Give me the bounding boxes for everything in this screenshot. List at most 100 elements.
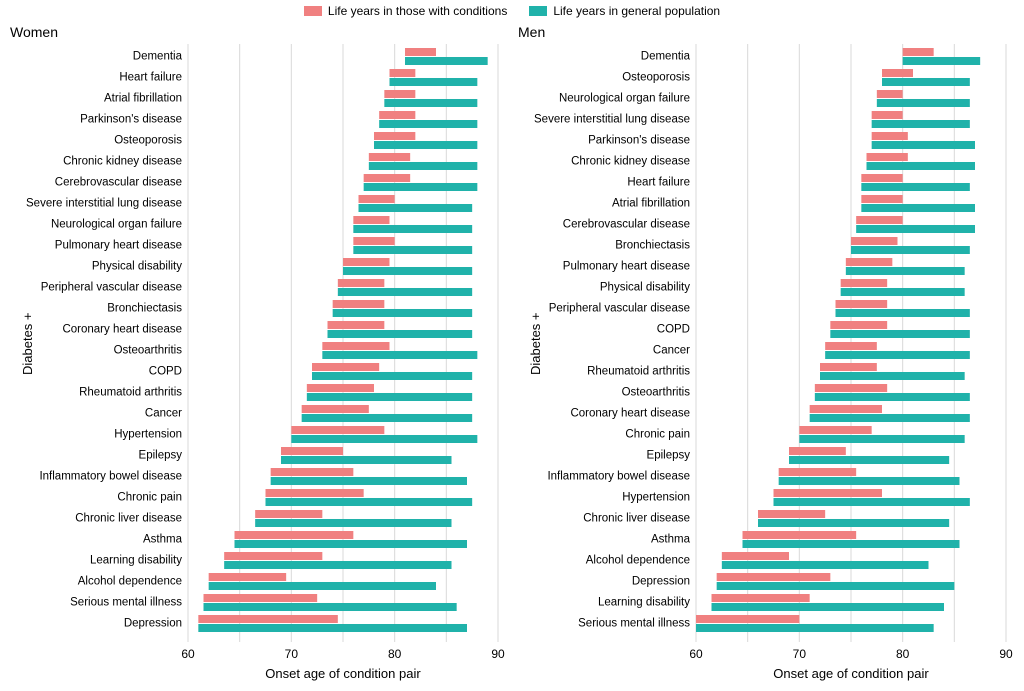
bar-condition bbox=[271, 468, 354, 476]
category-label: Cerebrovascular disease bbox=[563, 219, 690, 231]
category-label: Coronary heart disease bbox=[570, 408, 690, 420]
category-label: Bronchiectasis bbox=[615, 240, 690, 252]
category-label: Serious mental illness bbox=[70, 597, 182, 609]
legend-swatch-condition bbox=[304, 6, 322, 16]
category-label: Serious mental illness bbox=[578, 618, 690, 630]
panels-container: WomenDiabetes +60708090Onset age of cond… bbox=[10, 24, 1016, 684]
bar-condition bbox=[302, 405, 369, 413]
bar-general bbox=[374, 141, 477, 149]
panel-title: Women bbox=[10, 24, 58, 40]
category-label: Parkinson's disease bbox=[588, 135, 690, 147]
bar-general bbox=[825, 351, 970, 359]
bar-condition bbox=[255, 510, 322, 518]
bar-condition bbox=[856, 216, 903, 224]
bar-general bbox=[307, 393, 472, 401]
category-label: Chronic liver disease bbox=[75, 513, 182, 525]
bar-condition bbox=[307, 384, 374, 392]
category-label: Physical disability bbox=[600, 282, 690, 294]
category-label: Pulmonary heart disease bbox=[55, 240, 182, 252]
category-label: Dementia bbox=[641, 51, 691, 63]
bar-condition bbox=[369, 153, 410, 161]
bar-general bbox=[353, 225, 472, 233]
bar-condition bbox=[877, 90, 903, 98]
bar-general bbox=[722, 561, 929, 569]
bar-general bbox=[271, 477, 467, 485]
bar-general bbox=[384, 99, 477, 107]
bar-condition bbox=[903, 48, 934, 56]
bar-condition bbox=[198, 615, 337, 623]
category-label: Cancer bbox=[653, 345, 690, 357]
bar-general bbox=[851, 246, 970, 254]
bar-general bbox=[364, 183, 478, 191]
panel-men: MenDiabetes +60708090Onset age of condit… bbox=[518, 24, 1016, 684]
bar-general bbox=[224, 561, 451, 569]
bar-condition bbox=[266, 489, 364, 497]
bar-general bbox=[281, 456, 452, 464]
bar-condition bbox=[281, 447, 343, 455]
bar-general bbox=[322, 351, 477, 359]
bar-condition bbox=[209, 573, 287, 581]
bar-condition bbox=[758, 510, 825, 518]
bar-general bbox=[861, 204, 975, 212]
category-label: COPD bbox=[657, 324, 690, 336]
legend-item-general: Life years in general population bbox=[529, 4, 720, 18]
bar-general bbox=[204, 603, 457, 611]
bar-condition bbox=[789, 447, 846, 455]
bar-general bbox=[255, 519, 451, 527]
bar-general bbox=[789, 456, 949, 464]
bar-condition bbox=[235, 531, 354, 539]
category-label: Osteoporosis bbox=[622, 72, 690, 84]
category-label: Cancer bbox=[145, 408, 182, 420]
category-label: Atrial fibrillation bbox=[612, 198, 690, 210]
bar-general bbox=[872, 141, 975, 149]
category-label: Heart failure bbox=[119, 72, 182, 84]
plot-svg: 60708090Onset age of condition pairDemen… bbox=[10, 24, 508, 684]
category-label: Hypertension bbox=[114, 429, 182, 441]
plot-svg: 60708090Onset age of condition pairDemen… bbox=[518, 24, 1016, 684]
bar-general bbox=[830, 330, 970, 338]
category-label: Chronic kidney disease bbox=[63, 156, 182, 168]
category-label: Osteoarthritis bbox=[622, 387, 691, 399]
category-label: Rheumatoid arthritis bbox=[79, 387, 182, 399]
bar-condition bbox=[390, 69, 416, 77]
bar-condition bbox=[717, 573, 831, 581]
category-label: Epilepsy bbox=[139, 450, 183, 462]
bar-general bbox=[209, 582, 436, 590]
x-tick-label: 80 bbox=[896, 647, 910, 661]
category-label: Cerebrovascular disease bbox=[55, 177, 182, 189]
category-label: Asthma bbox=[651, 534, 691, 546]
category-label: Chronic pain bbox=[117, 492, 182, 504]
bar-condition bbox=[224, 552, 322, 560]
bar-general bbox=[815, 393, 970, 401]
bar-general bbox=[328, 330, 473, 338]
category-label: Severe interstitial lung disease bbox=[534, 114, 690, 126]
chart-page: Life years in those with conditions Life… bbox=[0, 0, 1024, 691]
bar-condition bbox=[882, 69, 913, 77]
category-label: Peripheral vascular disease bbox=[41, 282, 182, 294]
bar-general bbox=[743, 540, 960, 548]
bar-general bbox=[799, 435, 964, 443]
category-label: Alcohol dependence bbox=[586, 555, 690, 567]
x-axis-label: Onset age of condition pair bbox=[773, 666, 929, 681]
bar-condition bbox=[810, 405, 882, 413]
bar-condition bbox=[743, 531, 857, 539]
category-label: Hypertension bbox=[622, 492, 690, 504]
bar-general bbox=[235, 540, 468, 548]
bar-general bbox=[338, 288, 472, 296]
bar-general bbox=[343, 267, 472, 275]
bar-condition bbox=[846, 258, 893, 266]
bar-general bbox=[390, 78, 478, 86]
bar-condition bbox=[820, 363, 877, 371]
bar-condition bbox=[712, 594, 810, 602]
bar-general bbox=[302, 414, 473, 422]
bar-condition bbox=[405, 48, 436, 56]
bar-condition bbox=[333, 300, 385, 308]
bar-general bbox=[758, 519, 949, 527]
bar-condition bbox=[774, 489, 883, 497]
category-label: Severe interstitial lung disease bbox=[26, 198, 182, 210]
category-label: Depression bbox=[124, 618, 182, 630]
bar-condition bbox=[374, 132, 415, 140]
x-tick-label: 70 bbox=[285, 647, 299, 661]
bar-condition bbox=[353, 216, 389, 224]
category-label: Inflammatory bowel disease bbox=[547, 471, 690, 483]
